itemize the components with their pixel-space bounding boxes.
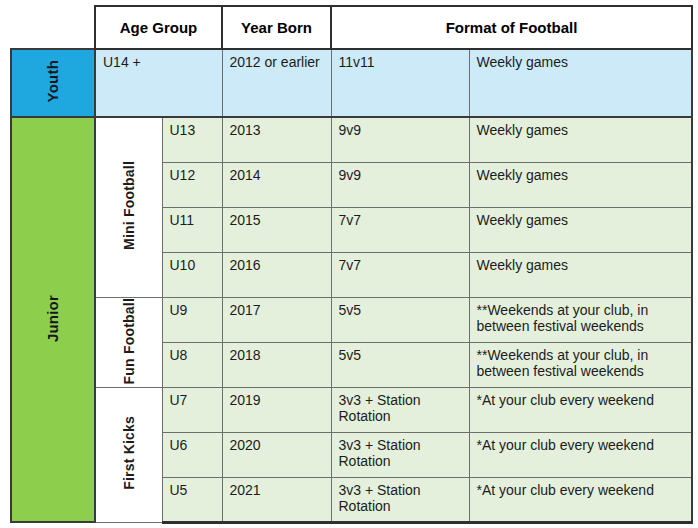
age-cell-u8: U8	[162, 342, 222, 387]
youth-age-cell: U14 +	[95, 49, 222, 117]
age-cell-u12: U12	[162, 162, 222, 207]
format-cell-u10: 7v7	[331, 252, 469, 297]
year-cell-u9: 2017	[222, 297, 331, 342]
corner-blank-cell	[11, 6, 95, 49]
age-cell-u11: U11	[162, 207, 222, 252]
format-cell-u6: 3v3 + Station Rotation	[331, 432, 469, 477]
format-cell-u12: 9v9	[331, 162, 469, 207]
category-mini-football-cell: Mini Football	[95, 117, 162, 297]
youth-year-cell: 2012 or earlier	[222, 49, 331, 117]
header-age-group: Age Group	[95, 6, 222, 49]
description-cell-u5: *At your club every weekend	[469, 477, 692, 522]
format-cell-u13: 9v9	[331, 117, 469, 162]
age-cell-u10: U10	[162, 252, 222, 297]
description-cell-u9: **Weekends at your club, in between fest…	[469, 297, 692, 342]
junior-group-label-cell: Junior	[11, 117, 95, 522]
header-format-of-football: Format of Football	[331, 6, 692, 49]
year-cell-u13: 2013	[222, 117, 331, 162]
junior-row-u9: Fun Football U9 2017 5v5 **Weekends at y…	[11, 297, 692, 342]
category-fun-football-cell: Fun Football	[95, 297, 162, 387]
format-cell-u7: 3v3 + Station Rotation	[331, 387, 469, 432]
year-cell-u6: 2020	[222, 432, 331, 477]
junior-row-u13: Junior Mini Football U13 2013 9v9 Weekly…	[11, 117, 692, 162]
format-cell-u5: 3v3 + Station Rotation	[331, 477, 469, 522]
category-first-kicks-cell: First Kicks	[95, 387, 162, 522]
year-cell-u8: 2018	[222, 342, 331, 387]
year-cell-u11: 2015	[222, 207, 331, 252]
category-mini-football-label: Mini Football	[121, 161, 137, 250]
year-cell-u5: 2021	[222, 477, 331, 522]
age-cell-u6: U6	[162, 432, 222, 477]
football-formats-table: Age Group Year Born Format of Football Y…	[10, 5, 693, 524]
youth-description-cell: Weekly games	[469, 49, 692, 117]
category-fun-football-label: Fun Football	[121, 298, 137, 384]
year-cell-u10: 2016	[222, 252, 331, 297]
football-formats-page: Age Group Year Born Format of Football Y…	[0, 0, 698, 528]
description-cell-u7: *At your club every weekend	[469, 387, 692, 432]
junior-row-u7: First Kicks U7 2019 3v3 + Station Rotati…	[11, 387, 692, 432]
format-cell-u9: 5v5	[331, 297, 469, 342]
youth-group-label-cell: Youth	[11, 49, 95, 117]
description-cell-u13: Weekly games	[469, 117, 692, 162]
description-cell-u10: Weekly games	[469, 252, 692, 297]
description-cell-u11: Weekly games	[469, 207, 692, 252]
description-cell-u8: **Weekends at your club, in between fest…	[469, 342, 692, 387]
age-cell-u9: U9	[162, 297, 222, 342]
year-cell-u7: 2019	[222, 387, 331, 432]
description-cell-u12: Weekly games	[469, 162, 692, 207]
youth-group-label: Youth	[44, 60, 61, 102]
description-cell-u6: *At your club every weekend	[469, 432, 692, 477]
table-header-row: Age Group Year Born Format of Football	[11, 6, 692, 49]
age-cell-u7: U7	[162, 387, 222, 432]
youth-format-cell: 11v11	[331, 49, 469, 117]
age-cell-u5: U5	[162, 477, 222, 522]
youth-row: Youth U14 + 2012 or earlier 11v11 Weekly…	[11, 49, 692, 117]
header-year-born: Year Born	[222, 6, 331, 49]
year-cell-u12: 2014	[222, 162, 331, 207]
format-cell-u8: 5v5	[331, 342, 469, 387]
format-cell-u11: 7v7	[331, 207, 469, 252]
junior-group-label: Junior	[44, 295, 61, 342]
category-first-kicks-label: First Kicks	[121, 416, 137, 490]
age-cell-u13: U13	[162, 117, 222, 162]
